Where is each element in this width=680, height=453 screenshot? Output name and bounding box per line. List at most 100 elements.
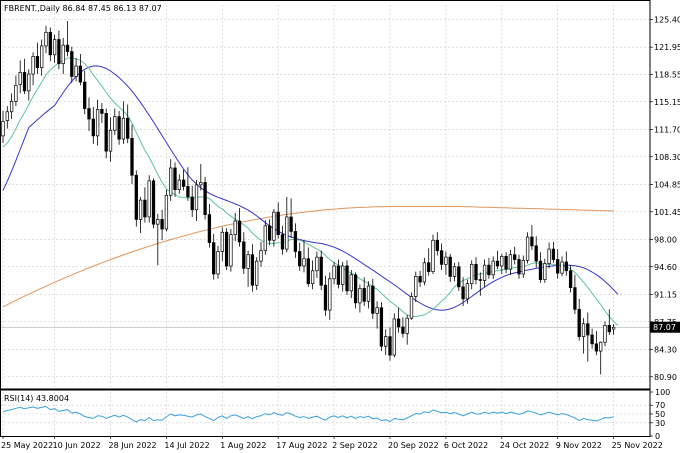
candle-body-up	[74, 65, 78, 77]
candle-body-up	[315, 256, 319, 272]
candle-body-up	[500, 255, 504, 267]
candle-body-up	[44, 31, 48, 47]
candle	[169, 159, 173, 201]
candle	[57, 30, 61, 70]
candle	[414, 271, 418, 303]
date-tick-label: 28 Jun 2022	[109, 441, 157, 450]
candle-body-up	[263, 225, 267, 252]
candle-body-down	[134, 174, 138, 220]
candle	[482, 259, 487, 287]
candle-body-up	[18, 72, 22, 85]
candle-body-down	[289, 216, 293, 232]
candle-body-down	[577, 308, 581, 337]
candle-body-down	[551, 248, 556, 260]
candle	[513, 246, 517, 265]
candle-body-down	[564, 261, 568, 272]
candle	[396, 307, 401, 333]
candle-body-down	[276, 211, 280, 235]
date-tick-label: 14 Jul 2022	[164, 441, 209, 450]
candle-body-up	[61, 44, 65, 64]
candle-body-down	[504, 255, 508, 270]
candle-body-down	[65, 44, 70, 52]
candle	[276, 202, 280, 239]
candle-body-down	[280, 234, 285, 250]
candle-body-down	[427, 262, 431, 272]
candle	[220, 227, 224, 262]
candle	[74, 57, 78, 82]
candle-body-up	[358, 288, 362, 304]
candle-body-down	[267, 225, 272, 241]
candle	[366, 281, 371, 309]
candle	[147, 175, 151, 223]
candle-body-down	[104, 113, 108, 152]
candle	[143, 187, 147, 223]
candle-body-up	[525, 236, 530, 261]
candle-body-down	[586, 323, 590, 336]
candle	[160, 209, 164, 241]
candle	[500, 253, 504, 274]
candle	[250, 244, 255, 292]
candle-body-down	[371, 285, 375, 314]
candle-body-down	[186, 186, 190, 198]
candlestick-series	[1, 21, 616, 375]
candle	[212, 233, 216, 280]
price-tick-label: 118.55	[654, 70, 680, 79]
candle-body-up	[164, 194, 169, 230]
candle	[31, 52, 35, 86]
candle	[48, 27, 52, 62]
candle-body-up	[375, 307, 379, 314]
price-tick-label: 121.95	[654, 43, 680, 52]
candle-body-down	[237, 220, 242, 243]
candle-body-up	[95, 109, 100, 137]
candle	[435, 232, 439, 256]
candle	[216, 245, 220, 279]
candle-body-up	[482, 264, 487, 281]
candle	[543, 258, 547, 283]
candle	[18, 60, 22, 94]
candle-body-up	[332, 265, 336, 280]
candle	[199, 163, 203, 191]
candle-body-down	[590, 334, 594, 345]
candle	[521, 255, 525, 278]
candle	[263, 220, 267, 255]
candle-body-up	[9, 101, 14, 113]
candle	[534, 236, 538, 268]
candle	[345, 260, 349, 295]
candle-body-down	[87, 108, 91, 120]
candle	[35, 42, 40, 75]
candle	[603, 321, 607, 347]
candle	[87, 97, 91, 132]
candle-body-up	[521, 259, 525, 275]
candle-body-up	[349, 274, 353, 292]
candle	[9, 93, 14, 120]
candle	[568, 265, 573, 293]
candle-body-up	[246, 254, 250, 269]
candle	[371, 278, 375, 319]
candle	[457, 261, 461, 291]
candle-body-down	[298, 251, 302, 267]
candle-body-down	[207, 214, 212, 244]
candle	[255, 257, 259, 291]
candle	[190, 185, 194, 217]
candle-body-up	[611, 326, 616, 330]
candle	[581, 318, 586, 354]
candle-body-up	[259, 250, 263, 262]
date-tick-label: 25 Nov 2022	[612, 441, 663, 450]
date-tick-label: 1 Aug 2022	[220, 441, 266, 450]
candle-body-down	[538, 260, 543, 280]
candle	[547, 242, 551, 269]
candle-body-up	[603, 325, 607, 343]
candle	[306, 247, 310, 287]
candle-body-up	[285, 216, 289, 250]
candle	[302, 240, 306, 273]
candle	[233, 212, 237, 242]
candle	[560, 256, 564, 277]
candle-body-down	[181, 179, 186, 187]
candle-body-down	[35, 56, 40, 68]
candle-body-up	[255, 260, 259, 286]
candle	[577, 298, 581, 341]
candle-body-up	[5, 111, 9, 121]
candle	[478, 272, 482, 296]
candle-body-down	[22, 72, 27, 92]
